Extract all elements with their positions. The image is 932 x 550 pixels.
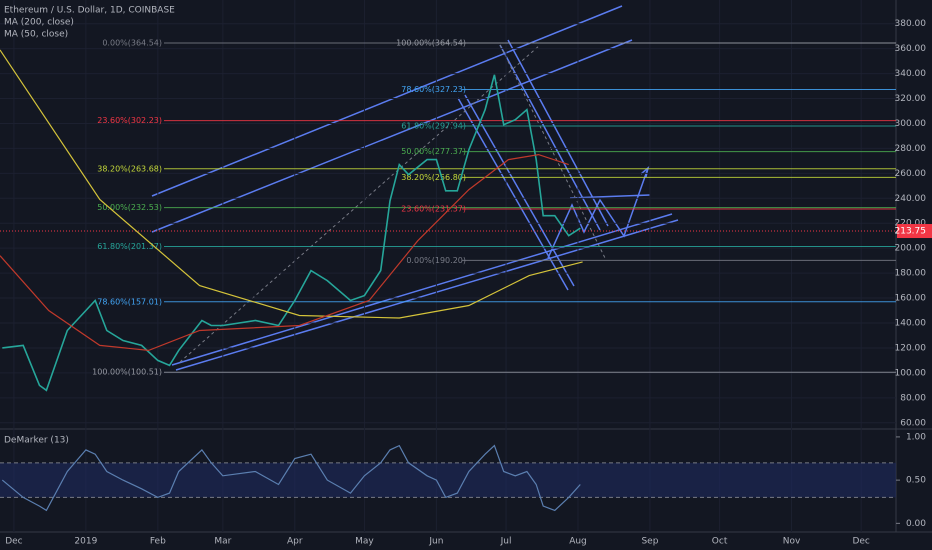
fib-label: 61.80%(201.37) [97,242,162,251]
y-tick-label: 240.00 [895,194,927,204]
x-tick-label: 2019 [74,537,97,547]
x-tick-label: Jul [500,537,512,547]
drawings [151,5,679,371]
y-tick-label: 260.00 [895,169,927,179]
y2-tick-label: 0.50 [906,476,926,486]
legend-entry: MA (200, close) [4,18,74,28]
y-tick-label: 100.00 [895,368,927,378]
fib-label: 38.20%(256.80) [401,173,466,182]
last-price-box [897,224,932,239]
y-tick-label: 300.00 [895,119,927,129]
last-price-label: 213.75 [895,227,927,237]
y-tick-label: 160.00 [895,294,927,304]
channel-line [175,219,679,371]
y-tick-label: 60.00 [900,418,926,428]
y-tick-label: 220.00 [895,219,927,229]
y-tick-label: 360.00 [895,44,927,54]
moving-average [0,153,569,352]
fib-label: 61.80%(297.94) [401,122,466,131]
fib-trend [179,44,541,363]
moving-average [0,49,583,319]
fib-label: 0.00%(190.20) [406,256,466,265]
fib-label: 0.00%(364.54) [102,38,162,47]
projection-path [547,167,649,259]
channel-line [507,39,609,227]
x-tick-label: Aug [569,537,587,547]
channel-line [151,39,633,233]
channel-line [499,44,601,231]
y-tick-label: 180.00 [895,269,927,279]
x-tick-label: Sep [641,537,658,547]
x-tick-label: Mar [214,537,231,547]
indicator-line [1,444,581,512]
indicator-band [0,462,896,498]
y2-tick-label: 0.00 [906,519,926,529]
y-tick-label: 380.00 [895,19,927,29]
fib-label: 78.60%(157.01) [97,297,162,306]
fib-label: 23.60%(231.37) [401,205,466,214]
x-tick-label: May [355,537,374,547]
x-tick-label: Dec [852,537,869,547]
legend-entry: MA (50, close) [4,30,68,40]
fib-label: 100.00%(100.51) [92,368,162,377]
projection-line [569,194,651,199]
y-tick-label: 80.00 [900,393,926,403]
fib-label: 50.00%(277.37) [401,147,466,156]
y-tick-label: 200.00 [895,244,927,254]
x-tick-label: Feb [150,537,166,547]
channel-line [464,94,575,287]
x-tick-label: Nov [783,537,801,547]
y-tick-label: 120.00 [895,343,927,353]
fib-label: 50.00%(232.53) [97,203,162,212]
indicator-title: DeMarker (13) [4,436,69,446]
channel-line [171,213,673,366]
symbol-title: Ethereum / U.S. Dollar, 1D, COINBASE [4,6,175,16]
y-tick-label: 320.00 [895,94,927,104]
fib-label: 23.60%(302.23) [97,116,162,125]
y2-tick-label: 1.00 [906,432,926,442]
x-tick-label: Dec [5,537,22,547]
x-tick-label: Jun [428,537,443,547]
fib-label: 38.20%(263.68) [97,164,162,173]
arrow-head [640,165,650,178]
y-tick-label: 280.00 [895,144,927,154]
fib-label: 100.00%(364.54) [396,38,466,47]
fib-label: 78.60%(327.23) [401,85,466,94]
y-tick-label: 140.00 [895,318,927,328]
x-tick-label: Oct [712,537,728,547]
x-tick-label: Apr [287,537,303,547]
channel-line [151,5,623,197]
price-line [2,74,581,392]
y-tick-label: 340.00 [895,69,927,79]
